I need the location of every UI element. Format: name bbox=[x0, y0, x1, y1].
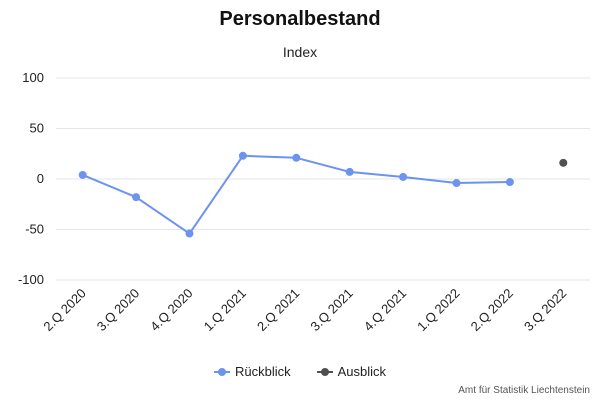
x-tick-label: 3.Q 2021 bbox=[307, 286, 355, 334]
legend-label: Rückblick bbox=[234, 364, 291, 379]
y-tick-label: 0 bbox=[37, 171, 44, 186]
data-point bbox=[452, 179, 461, 188]
chart-title: Personalbestand bbox=[219, 8, 381, 30]
data-point bbox=[78, 170, 87, 179]
legend-item-ausblick[interactable]: Ausblick bbox=[316, 364, 387, 379]
x-tick-label: 4.Q 2020 bbox=[147, 286, 195, 334]
legend-line-marker-icon bbox=[213, 367, 230, 377]
x-tick-label: 2.Q 2020 bbox=[40, 286, 88, 334]
data-point bbox=[132, 193, 141, 202]
data-point bbox=[238, 151, 247, 160]
chart-subtitle: Index bbox=[282, 44, 318, 60]
data-point bbox=[345, 167, 354, 176]
legend-dot bbox=[320, 367, 329, 376]
legend: Rückblick Ausblick bbox=[0, 364, 600, 379]
y-tick-label: 50 bbox=[30, 121, 44, 136]
y-tick-label: 100 bbox=[22, 70, 44, 85]
x-tick-label: 3.Q 2020 bbox=[94, 286, 142, 334]
data-point bbox=[292, 153, 301, 162]
data-point bbox=[399, 172, 408, 181]
data-point bbox=[559, 158, 568, 167]
legend-dot bbox=[217, 367, 226, 376]
y-tick-label: -100 bbox=[18, 272, 44, 287]
x-tick-label: 3.Q 2022 bbox=[521, 286, 569, 334]
x-tick-label: 1.Q 2022 bbox=[414, 286, 462, 334]
x-tick-label: 2.Q 2022 bbox=[468, 286, 516, 334]
x-tick-label: 4.Q 2021 bbox=[361, 286, 409, 334]
y-tick-label: -50 bbox=[25, 222, 44, 237]
legend-line-marker-icon bbox=[316, 367, 333, 377]
x-tick-label: 2.Q 2021 bbox=[254, 286, 302, 334]
series-line-0 bbox=[82, 154, 510, 235]
legend-item-rueckblick[interactable]: Rückblick bbox=[213, 364, 291, 379]
credits-text[interactable]: Amt für Statistik Liechtenstein bbox=[458, 385, 590, 396]
data-point bbox=[505, 178, 514, 187]
data-point bbox=[185, 229, 194, 238]
legend-label: Ausblick bbox=[337, 364, 387, 379]
x-tick-label: 1.Q 2021 bbox=[201, 286, 249, 334]
